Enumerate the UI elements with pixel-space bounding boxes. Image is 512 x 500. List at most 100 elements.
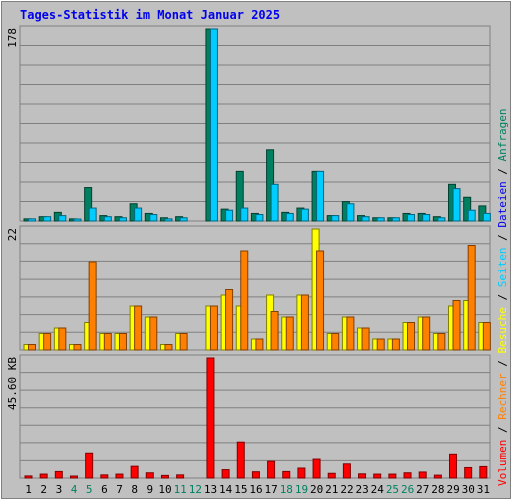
sites-bar-day-10 xyxy=(164,344,173,351)
day-label-21: 21 xyxy=(325,483,338,496)
files-bar-day-18 xyxy=(285,212,294,222)
sites-bar-day-7 xyxy=(118,333,127,351)
sites-bar-day-6 xyxy=(103,333,112,351)
kbytes-bar-day-5 xyxy=(85,452,94,479)
day-label-7: 7 xyxy=(116,483,123,496)
files-bar-day-13 xyxy=(209,28,218,222)
sites-bar-day-13 xyxy=(209,305,218,351)
kbytes-bar-day-28 xyxy=(433,474,442,479)
sites-bar-day-30 xyxy=(467,245,476,351)
kbytes-bar-day-20 xyxy=(312,458,321,479)
day-label-11: 11 xyxy=(174,483,187,496)
kbytes-bar-day-7 xyxy=(115,473,124,479)
sites-bar-day-28 xyxy=(437,333,446,351)
legend-seiten: Seiten xyxy=(496,248,509,288)
legend-anfragen: Anfragen xyxy=(496,108,509,161)
sites-bar-day-16 xyxy=(255,338,264,351)
kbytes-bar-day-14 xyxy=(221,469,230,479)
files-bar-day-24 xyxy=(376,217,385,222)
files-bar-day-10 xyxy=(164,218,173,222)
files-bar-day-23 xyxy=(361,216,370,222)
day-label-27: 27 xyxy=(416,483,429,496)
legend-separator: / xyxy=(496,287,509,307)
files-bar-day-17 xyxy=(270,183,279,222)
sites-bar-day-5 xyxy=(88,261,97,351)
sites-bar-day-8 xyxy=(134,305,143,351)
files-bar-day-16 xyxy=(255,214,264,222)
bottom-panel-ymax-label: 45.60 KB xyxy=(6,357,19,410)
day-label-24: 24 xyxy=(371,483,385,496)
day-label-14: 14 xyxy=(219,483,233,496)
day-label-23: 23 xyxy=(356,483,369,496)
sites-bar-day-29 xyxy=(452,300,461,351)
kbytes-bar-day-18 xyxy=(282,470,291,479)
day-label-15: 15 xyxy=(234,483,247,496)
legend-separator: / xyxy=(496,161,509,181)
files-bar-day-14 xyxy=(225,209,234,222)
files-bar-day-5 xyxy=(88,207,97,222)
kbytes-bar-day-4 xyxy=(69,475,78,479)
sites-bar-day-18 xyxy=(285,316,294,351)
kbytes-bar-day-19 xyxy=(297,467,306,479)
files-bar-day-26 xyxy=(407,214,416,222)
kbytes-bar-day-1 xyxy=(24,475,33,479)
files-bar-day-15 xyxy=(240,207,249,222)
middle-panel: 22 xyxy=(6,225,491,351)
files-bar-day-4 xyxy=(73,218,82,222)
files-bar-day-31 xyxy=(482,212,491,222)
legend-dateien: Dateien xyxy=(496,181,509,227)
kbytes-bar-day-21 xyxy=(327,472,336,479)
day-label-3: 3 xyxy=(56,483,63,496)
sites-bar-day-20 xyxy=(316,250,325,351)
day-label-26: 26 xyxy=(401,483,414,496)
sites-bar-day-11 xyxy=(179,333,188,351)
day-label-30: 30 xyxy=(462,483,475,496)
sites-bar-day-24 xyxy=(376,338,385,351)
hits-bar-day-30 xyxy=(463,196,472,222)
sites-bar-day-14 xyxy=(225,289,234,351)
day-label-18: 18 xyxy=(280,483,293,496)
files-bar-day-8 xyxy=(134,207,143,222)
files-bar-day-6 xyxy=(103,216,112,222)
day-label-22: 22 xyxy=(340,483,353,496)
files-bar-day-20 xyxy=(316,170,325,222)
kbytes-bar-day-17 xyxy=(267,460,276,479)
bottom-panel-plot-area xyxy=(19,354,491,479)
kbytes-bar-day-29 xyxy=(449,453,458,479)
legend-separator: / xyxy=(496,354,509,374)
kbytes-bar-day-16 xyxy=(251,471,260,479)
bottom-panel: 45.60 KB xyxy=(6,354,491,479)
middle-panel-ymax-label: 22 xyxy=(6,228,19,241)
hits-bar-day-5 xyxy=(84,187,93,222)
day-label-9: 9 xyxy=(147,483,154,496)
legend-volumen: Volumen xyxy=(496,440,509,486)
files-bar-day-25 xyxy=(391,217,400,222)
files-bar-day-29 xyxy=(452,188,461,222)
sites-bar-day-3 xyxy=(58,327,67,351)
day-label-12: 12 xyxy=(189,483,202,496)
hits-bar-day-15 xyxy=(235,170,244,222)
day-label-1: 1 xyxy=(25,483,32,496)
sites-bar-day-19 xyxy=(300,294,309,351)
sites-bar-day-21 xyxy=(331,333,340,351)
kbytes-bar-day-3 xyxy=(54,470,63,479)
sites-bar-day-26 xyxy=(407,322,416,351)
sites-bar-day-31 xyxy=(482,322,491,351)
kbytes-bar-day-30 xyxy=(464,466,473,479)
kbytes-bar-day-10 xyxy=(160,474,169,479)
kbytes-bar-day-22 xyxy=(342,463,351,479)
kbytes-bar-day-27 xyxy=(418,471,427,479)
sites-bar-day-9 xyxy=(149,316,158,351)
day-label-10: 10 xyxy=(158,483,171,496)
files-bar-day-2 xyxy=(43,216,52,222)
kbytes-bar-day-15 xyxy=(236,441,245,479)
kbytes-bar-day-8 xyxy=(130,465,139,479)
sites-bar-day-2 xyxy=(43,333,52,351)
kbytes-bar-day-26 xyxy=(403,472,412,479)
chart-title: Tages-Statistik im Monat Januar 2025 xyxy=(20,8,280,22)
files-bar-day-3 xyxy=(58,215,67,222)
sites-bar-day-27 xyxy=(422,316,431,351)
